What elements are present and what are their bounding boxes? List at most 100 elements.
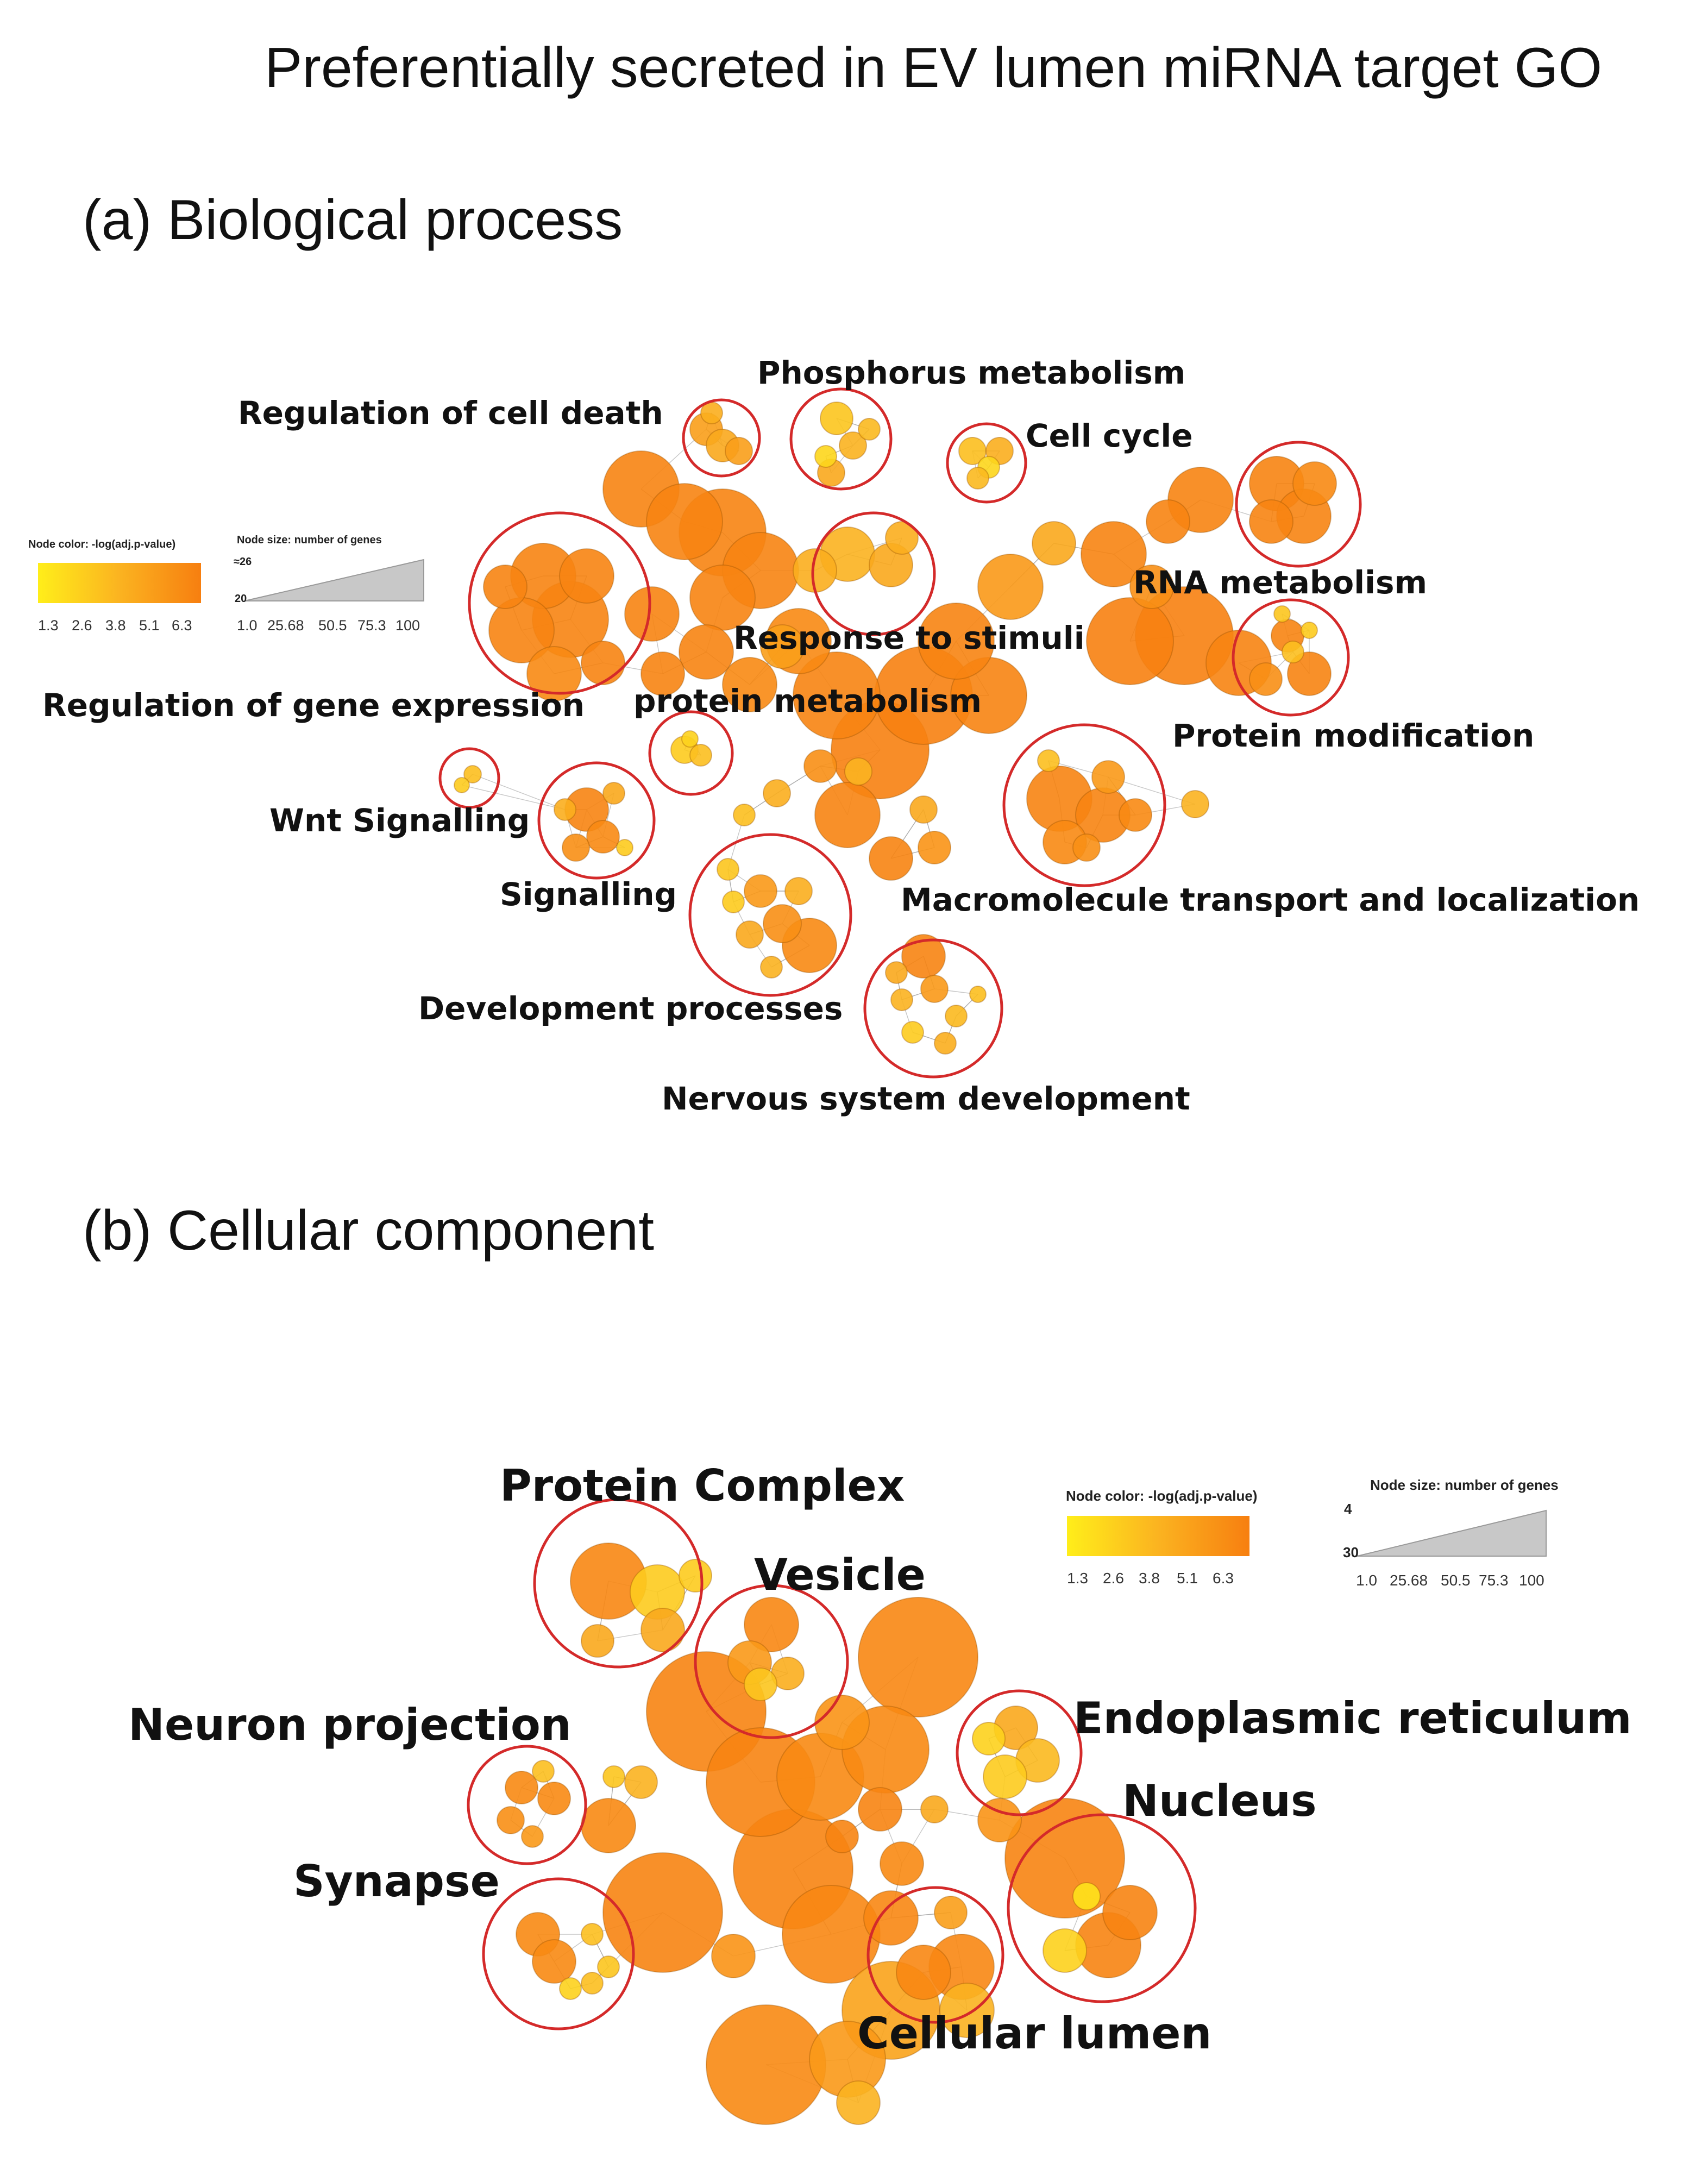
cluster-label-regulation-of-gene-expression: Regulation of gene expression	[42, 687, 585, 724]
panel-a-color-ticks: 1.3 2.6 3.8 5.1 6.3	[38, 617, 192, 634]
panel-a-go-term-node	[945, 1005, 968, 1027]
panel-a-go-term-node	[763, 779, 791, 807]
panel-a-go-term-node	[918, 831, 951, 864]
panel-a-go-term-node	[681, 730, 699, 748]
cluster-ring-phosphorus-metabolism	[789, 387, 893, 491]
color-tick: 5.1	[139, 617, 160, 634]
panel-b-go-term-node	[939, 1983, 995, 2038]
panel-b-go-term-node	[858, 1787, 902, 1832]
panel-a-edge	[472, 774, 566, 810]
panel-b-go-term-node	[679, 1559, 712, 1593]
panel-a-go-term-node	[885, 521, 919, 555]
cluster-label-rna-metabolism: RNA metabolism	[1133, 564, 1427, 601]
panel-b-title: (b) Cellular component	[83, 1199, 654, 1262]
cluster-ring-wnt-signalling	[438, 747, 500, 809]
panel-b-go-term-node	[521, 1825, 544, 1848]
cluster-ring-cell-cycle	[946, 422, 1027, 504]
panel-b-go-term-node	[934, 1896, 968, 1929]
color-tick: 2.6	[72, 617, 92, 634]
panel-b-go-term-node	[711, 1934, 756, 1978]
panel-a-go-term-node	[725, 437, 753, 465]
panel-a-go-term-node	[1037, 749, 1060, 772]
cluster-ring-protein-metabolism	[648, 710, 734, 796]
panel-b-go-term-node	[559, 1977, 582, 2000]
panel-a-go-term-node	[640, 651, 685, 696]
panel-a-go-term-node	[820, 402, 853, 435]
panel-a-go-term-node	[909, 795, 938, 824]
panel-a-go-term-node	[744, 874, 777, 908]
panel-b-cluster-labels: Protein Complex Vesicle Endoplasmic reti…	[128, 1460, 1632, 2059]
panel-b-color-ticks: 1.3 2.6 3.8 5.1 6.3	[1067, 1570, 1234, 1587]
panel-b-go-term-node	[532, 1939, 576, 1984]
panel-a-go-term-node	[717, 858, 739, 881]
color-tick: 5.1	[1177, 1570, 1198, 1587]
panel-a-go-term-node	[1072, 833, 1101, 862]
cluster-ring-response-to-stimuli	[811, 511, 936, 636]
panel-a-go-term-node	[814, 445, 837, 468]
cluster-ring-nucleus	[1007, 1813, 1197, 2003]
panel-b-go-term-node	[597, 1955, 620, 1978]
panel-a-go-term-node	[920, 975, 949, 1003]
color-tick: 1.3	[38, 617, 59, 634]
cluster-label-neuron-projection: Neuron projection	[128, 1700, 572, 1750]
panel-b-go-term-node	[581, 1624, 614, 1658]
panel-a-go-term-node	[966, 467, 989, 490]
panel-a-go-term-node	[1287, 651, 1332, 696]
panel-a-go-term-node	[814, 782, 881, 848]
cluster-label-endoplasmic-reticulum: Endoplasmic reticulum	[1073, 1693, 1632, 1744]
figure-title: Preferentially secreted in EV lumen miRN…	[265, 36, 1602, 99]
panel-a-go-term-node	[885, 961, 908, 984]
cluster-ring-neuron-projection	[467, 1745, 587, 1865]
panel-b-go-term-node	[537, 1782, 571, 1815]
panel-a-go-term-node	[526, 646, 582, 701]
panel-a-go-term-node	[760, 956, 783, 979]
panel-b-go-term-node	[624, 1765, 658, 1799]
cluster-ring-cellular-lumen	[866, 1886, 1004, 2024]
panel-b-go-term-node	[977, 1798, 1022, 1842]
size-axis-mark: 4	[1344, 1501, 1352, 1517]
panel-a-go-term-node	[844, 757, 872, 786]
panel-a-nodes	[454, 402, 1337, 1055]
panel-b-go-term-node	[836, 2080, 881, 2125]
panel-a-go-term-node	[1032, 521, 1076, 566]
panel-a: (a) Biological process Node color: -log(…	[28, 189, 1640, 1117]
color-tick: 2.6	[1103, 1570, 1124, 1587]
panel-b-legend: Node color: -log(adj.p-value) 1.3 2.6 3.…	[1066, 1477, 1559, 1589]
size-axis-mark: 20	[235, 593, 247, 605]
panel-a-go-term-node	[1181, 790, 1209, 818]
cluster-label-development-processes: Development processes	[418, 990, 843, 1027]
size-tick: 1.0	[237, 617, 258, 634]
cluster-label-synapse: Synapse	[293, 1856, 500, 1907]
panel-b-go-term-node	[1043, 1928, 1087, 1973]
panel-a-go-term-node	[1301, 622, 1318, 639]
panel-b-nodes	[497, 1543, 1158, 2125]
panel-a-go-term-node	[559, 548, 614, 604]
size-tick: 100	[395, 617, 420, 634]
size-tick: 1.0	[1356, 1572, 1377, 1589]
panel-b-color-bar	[1067, 1516, 1249, 1556]
cluster-ring-protein-modification	[1232, 598, 1350, 717]
cluster-label-protein-complex: Protein Complex	[500, 1460, 905, 1511]
panel-a-size-wedge	[244, 559, 424, 601]
panel-a-go-term-node	[858, 418, 881, 441]
panel-a-go-term-node	[562, 833, 590, 862]
cluster-ring-vesicle	[694, 1584, 849, 1739]
color-tick: 6.3	[172, 617, 192, 634]
panel-b: (b) Cellular component Node color: -log(…	[83, 1199, 1632, 2125]
size-tick: 25.68	[267, 617, 304, 634]
panel-b-size-wedge	[1357, 1509, 1547, 1557]
panel-a-go-term-node	[736, 920, 764, 949]
size-tick: 100	[1519, 1572, 1544, 1589]
cluster-ring-macromolecule-transport	[1002, 723, 1166, 887]
panel-a-go-term-node	[463, 765, 482, 783]
panel-a-go-term-node	[901, 934, 946, 979]
panel-b-go-term-node	[640, 1608, 685, 1652]
panel-b-go-term-node	[602, 1765, 625, 1788]
panel-a-go-term-node	[722, 657, 777, 712]
panel-b-cluster-rings	[467, 1498, 1197, 2030]
panel-b-go-term-node	[896, 1945, 951, 2000]
panel-b-go-term-node	[581, 1798, 636, 1853]
panel-b-go-term-node	[858, 1597, 978, 1717]
color-tick: 6.3	[1213, 1570, 1234, 1587]
